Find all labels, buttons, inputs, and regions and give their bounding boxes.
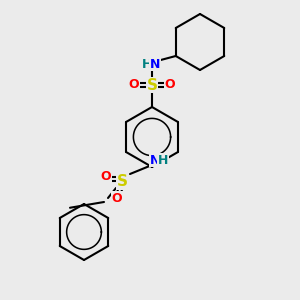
Text: O: O <box>165 79 175 92</box>
Text: S: S <box>116 175 128 190</box>
Text: O: O <box>112 191 122 205</box>
Text: N: N <box>150 58 160 70</box>
Text: H: H <box>158 154 168 166</box>
Text: N: N <box>150 154 160 166</box>
Text: S: S <box>146 77 158 92</box>
Text: O: O <box>129 79 139 92</box>
Text: O: O <box>101 170 111 184</box>
Text: H: H <box>142 58 152 70</box>
